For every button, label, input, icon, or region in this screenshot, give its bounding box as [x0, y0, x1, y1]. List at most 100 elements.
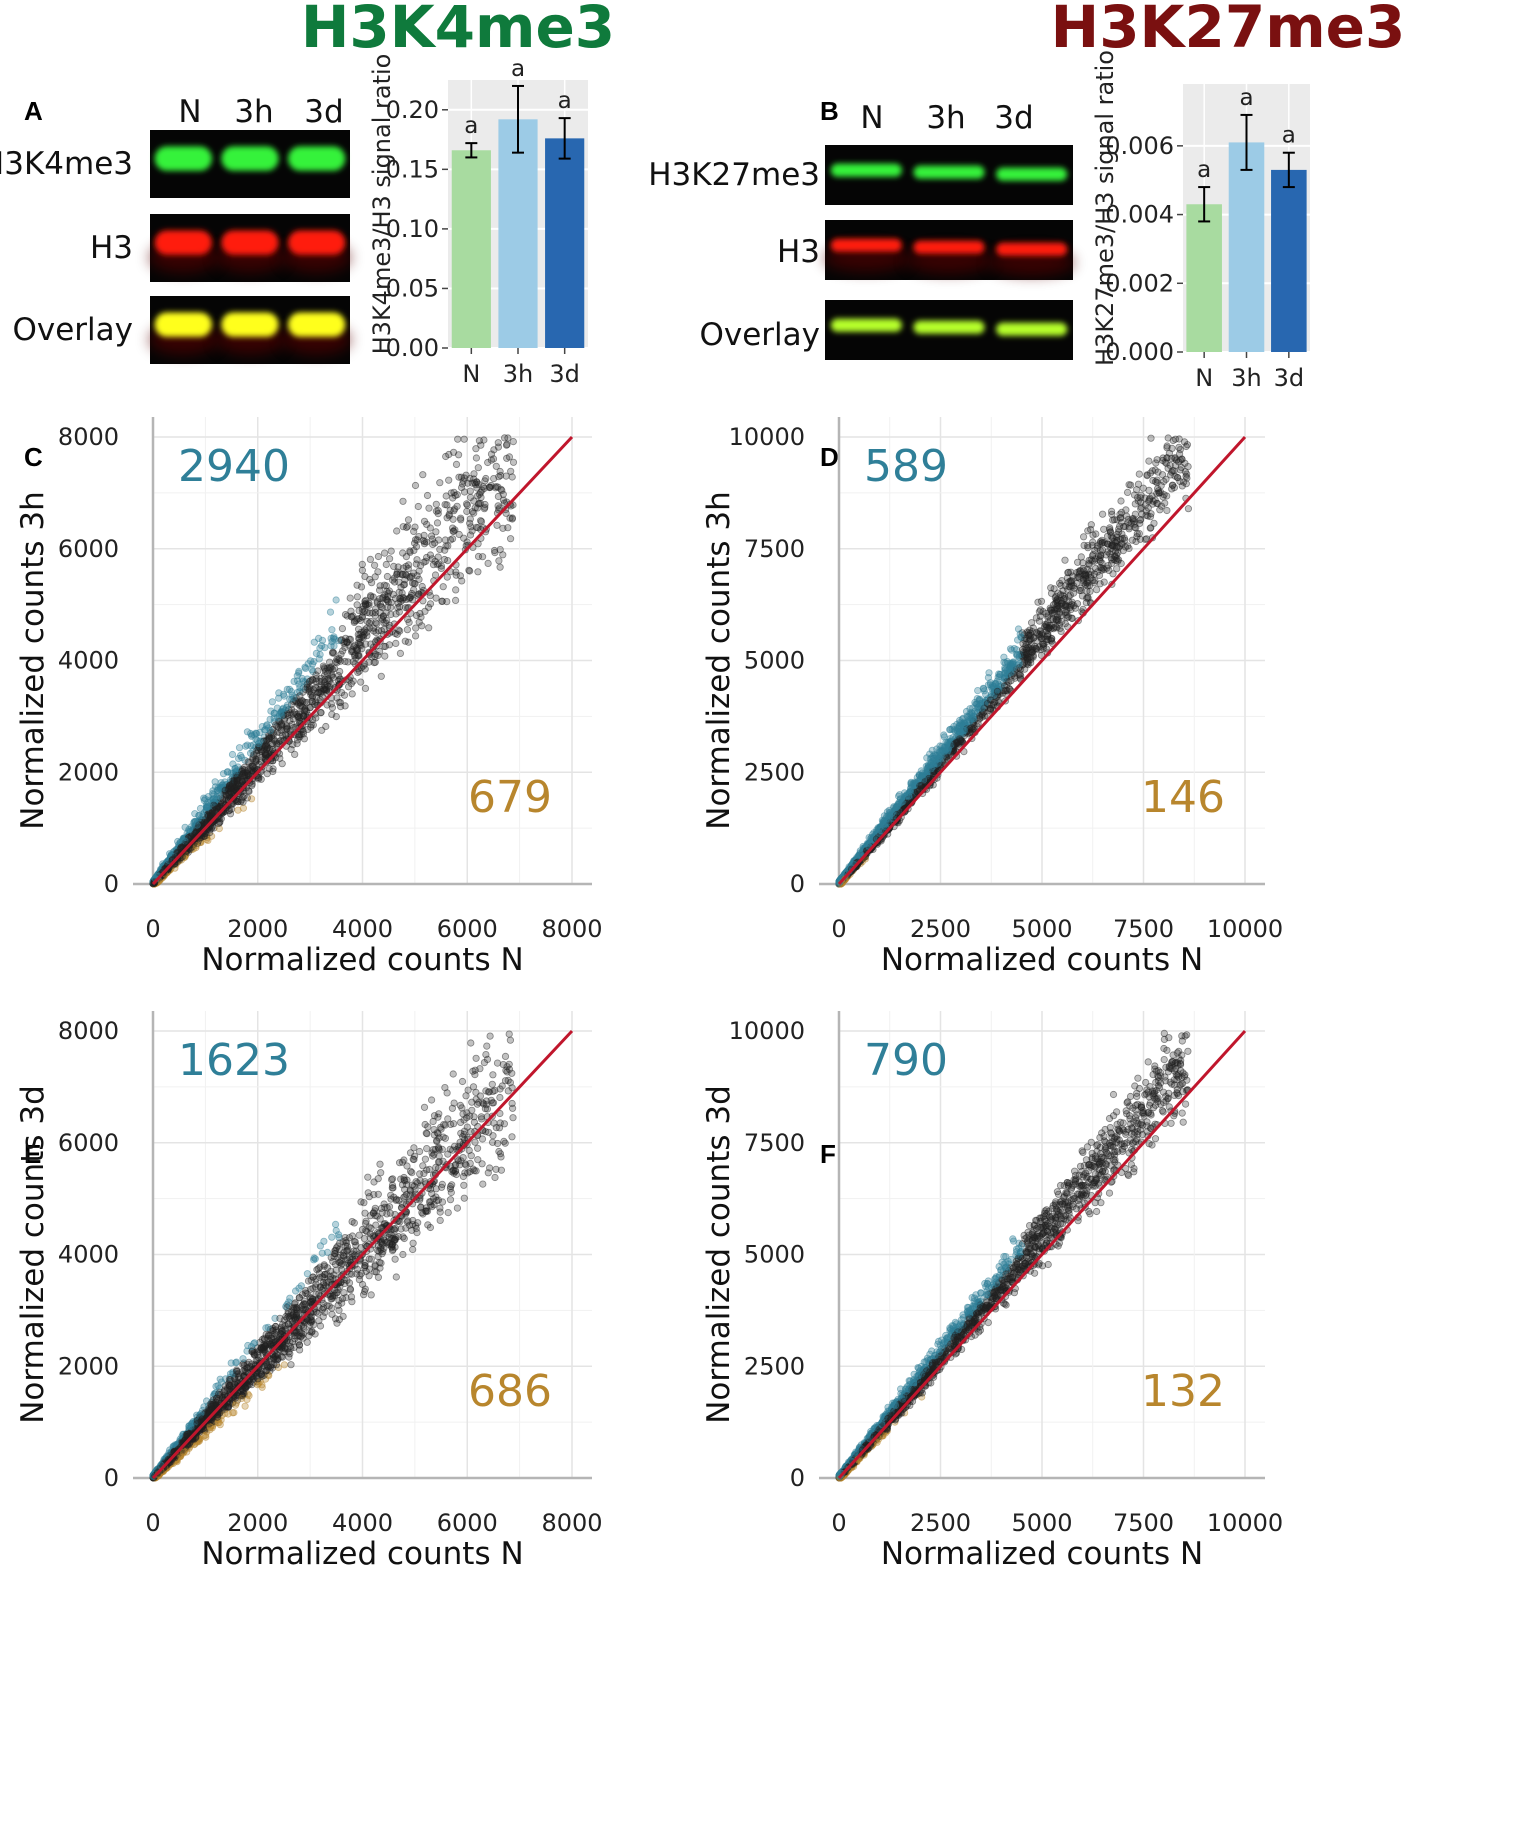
- x-tick-label: 3d: [549, 360, 580, 388]
- scatter-point: [440, 555, 449, 564]
- blot-band: [221, 312, 279, 337]
- western-blot-a: N3h3dH3K4me3H3Overlay: [0, 94, 352, 364]
- scatter-point: [357, 583, 366, 591]
- scatter-point: [301, 663, 309, 671]
- scatter-point: [470, 475, 478, 483]
- scatter-point: [277, 720, 285, 728]
- scatter-point: [229, 760, 237, 768]
- scatter-point: [425, 624, 433, 632]
- scatter-point: [1046, 623, 1054, 632]
- scatter-point: [373, 620, 381, 628]
- blot-band: [996, 242, 1068, 256]
- scatter-point: [1084, 544, 1092, 552]
- scatter-point: [1074, 558, 1082, 566]
- title-h3k4me3: H3K4me3: [301, 0, 615, 61]
- scatter-point: [984, 673, 993, 682]
- scatter-point: [1139, 484, 1147, 492]
- scatter-point: [396, 627, 404, 635]
- scatter-point: [475, 499, 483, 507]
- scatter-point: [419, 471, 427, 479]
- scatter-point: [235, 744, 244, 752]
- y-tick-label: 0.00: [386, 334, 439, 362]
- scatter-point: [211, 778, 219, 786]
- x-tick-label: 7500: [1113, 915, 1174, 943]
- scatter-point: [318, 642, 326, 650]
- blot-band: [154, 230, 212, 255]
- scatter-point: [1096, 538, 1105, 546]
- x-tick-label: 3h: [503, 360, 533, 388]
- scatter-point: [228, 750, 237, 759]
- scatter-point: [1068, 614, 1076, 622]
- scatter-point: [252, 756, 260, 764]
- scatter-point: [426, 592, 434, 600]
- scatter-point: [458, 480, 467, 488]
- scatter-point: [308, 666, 316, 674]
- scatter-point: [385, 555, 394, 563]
- scatter-point: [1147, 434, 1155, 442]
- scatter-point: [1108, 510, 1116, 518]
- scatter-point: [1143, 471, 1151, 479]
- scatter-point: [353, 593, 361, 601]
- scatter-point: [354, 652, 362, 660]
- scatter-point: [1028, 619, 1036, 627]
- scatter-point: [392, 639, 400, 648]
- scatter-point: [344, 658, 352, 666]
- x-tick-label: 2500: [910, 915, 971, 943]
- scatter-point: [245, 787, 253, 795]
- x-tick-label: 3h: [1231, 364, 1261, 392]
- scatter-point: [414, 502, 422, 511]
- scatter-point: [460, 435, 468, 443]
- scatter-point: [268, 698, 276, 706]
- scatter-point: [1022, 635, 1031, 643]
- scatter-point: [338, 647, 347, 655]
- scatter-point: [334, 637, 343, 645]
- y-axis-label: Normalized counts 3h: [15, 491, 51, 830]
- y-tick-label: 5000: [744, 647, 805, 675]
- scatter-point: [257, 775, 265, 783]
- scatter-point: [377, 672, 385, 680]
- scatter-point: [1142, 501, 1150, 509]
- blot-band: [913, 240, 985, 254]
- scatter-point: [1015, 660, 1023, 668]
- blot-band: [288, 146, 346, 171]
- scatter-point: [307, 721, 315, 729]
- scatter-point: [353, 601, 361, 609]
- scatter-point: [1163, 506, 1171, 515]
- scatter-point: [493, 521, 501, 529]
- blot-lane-label: 3h: [234, 94, 273, 130]
- blot-band: [154, 312, 212, 337]
- panel-label-f: F: [820, 1139, 836, 1169]
- scatter-point: [396, 649, 404, 658]
- scatter-point: [448, 524, 457, 532]
- scatter-point: [328, 649, 337, 657]
- scatter-point: [456, 572, 464, 580]
- scatter-point: [358, 566, 366, 574]
- scatter-point: [1184, 462, 1192, 471]
- scatter-point: [445, 476, 453, 484]
- scatter-point: [215, 792, 223, 800]
- scatter-point: [441, 500, 449, 509]
- scatter-point: [1084, 527, 1092, 535]
- scatter-point: [929, 752, 937, 761]
- scatter-point: [433, 519, 442, 527]
- scatter-point: [238, 767, 246, 775]
- bar-N: [451, 150, 491, 348]
- scatter-point: [286, 717, 294, 725]
- significance-letter: a: [464, 113, 478, 139]
- scatter-point: [337, 688, 346, 697]
- blot-lane-label: N: [178, 94, 201, 130]
- y-tick-label: 7500: [744, 535, 805, 563]
- scatter-point: [1099, 564, 1107, 572]
- scatter-point: [1006, 645, 1015, 653]
- blot-lane-label: 3h: [926, 100, 965, 136]
- bar-3d: [1271, 169, 1307, 352]
- scatter-point: [225, 807, 233, 815]
- scatter-point: [1109, 516, 1117, 524]
- scatter-point: [1093, 544, 1102, 552]
- x-tick-label: N: [462, 360, 480, 388]
- scatter-point: [253, 749, 261, 758]
- significance-letter: a: [1282, 123, 1296, 149]
- y-tick-label: 0: [790, 870, 805, 898]
- scatter-point: [454, 435, 462, 443]
- scatter-point: [1100, 525, 1108, 533]
